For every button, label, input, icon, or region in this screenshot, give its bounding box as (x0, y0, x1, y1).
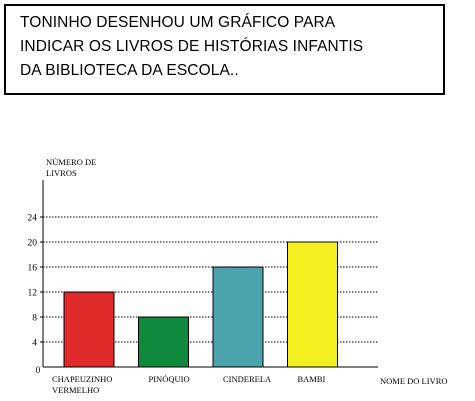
y-tick-label-20: 20 (28, 239, 38, 249)
y-ticks: 4 8 12 16 20 24 (28, 214, 43, 349)
x-tick-label-3-0: BAMBI (298, 374, 326, 384)
statement-line-1: TONINHO DESENHOU UM GRÁFICO PARA (20, 14, 336, 31)
bar-2 (212, 266, 264, 368)
x-tick-label-2-0: CINDERELA (223, 374, 272, 384)
bar-0 (63, 291, 115, 368)
bar-1 (138, 316, 189, 368)
y-axis-label-line-2: LIVROS (46, 168, 77, 178)
origin-label: 0 (36, 365, 41, 375)
y-tick-label-24: 24 (28, 214, 38, 224)
statement-line-3: DA BIBLIOTECA DA ESCOLA.. (20, 62, 239, 79)
y-tick-label-12: 12 (28, 289, 38, 299)
y-tick-label-16: 16 (28, 264, 38, 274)
x-tick-label-0-0: CHAPEUZINHO (52, 374, 112, 384)
x-tick-label-1-0: PINÓQUIO (149, 374, 190, 384)
x-axis-label: NOME DO LIVRO (380, 376, 448, 386)
statement-line-2: INDICAR OS LIVROS DE HISTÓRIAS INFANTIS (20, 38, 364, 55)
x-tick-label-0-1: VERMELHO (52, 385, 99, 395)
bar-3 (287, 241, 338, 368)
y-tick-label-8: 8 (32, 314, 37, 324)
y-axis-label-line-1: NÚMERO DE (46, 157, 96, 167)
bars (63, 241, 338, 368)
y-tick-label-4: 4 (32, 339, 37, 349)
statement-box: TONINHO DESENHOU UM GRÁFICO PARA INDICAR… (4, 4, 445, 95)
